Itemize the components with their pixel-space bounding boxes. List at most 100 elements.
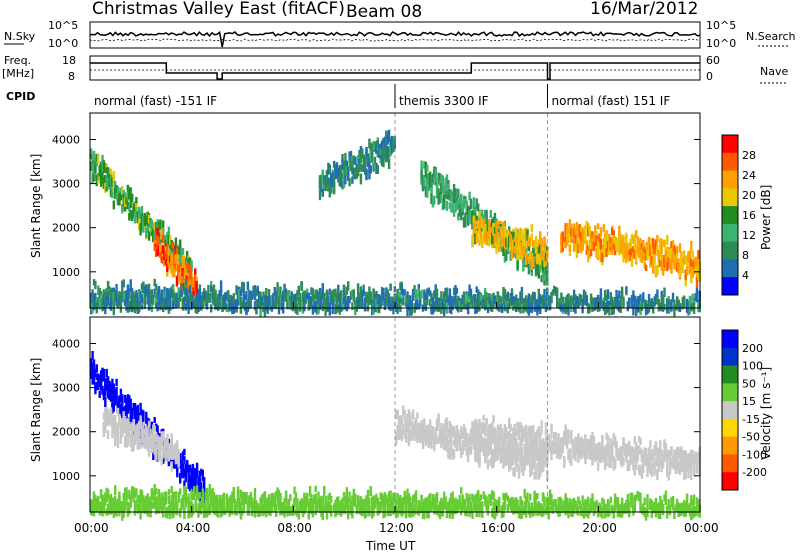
heatmap-cell [111,186,114,199]
heatmap-cell [612,243,615,250]
heatmap-cell [267,500,271,508]
heatmap-cell [491,459,494,469]
heatmap-cell [267,289,271,301]
heatmap-cell [561,439,564,447]
heatmap-cell [591,231,594,240]
heatmap-cell [681,300,684,310]
heatmap-cell [697,457,700,466]
heatmap-cell [198,491,202,499]
heatmap-cell [112,182,115,193]
heatmap-cell [155,283,158,290]
heatmap-cell [447,183,450,195]
heatmap-cell [128,212,131,221]
heatmap-cell [515,441,518,451]
heatmap-cell [382,293,385,301]
heatmap-cell [328,177,331,190]
heatmap-cell [448,448,452,460]
heatmap-cell [111,378,114,389]
heatmap-cell [428,171,432,182]
heatmap-cell [146,493,149,504]
heatmap-cell [519,238,522,247]
heatmap-cell [112,404,115,411]
heatmap-cell [605,294,608,302]
heatmap-cell [690,300,693,312]
heatmap-cell [160,300,163,307]
heatmap-cell [253,285,257,297]
heatmap-cell [447,428,450,438]
heatmap-cell [112,200,115,210]
heatmap-cell [472,215,476,224]
heatmap-cell [188,481,192,492]
heatmap-cell [214,505,217,516]
heatmap-cell [516,442,519,452]
heatmap-cell [481,436,484,448]
heatmap-cell [307,301,310,310]
heatmap-cell [106,387,110,399]
heatmap-cell [184,471,187,480]
heatmap-cell [478,447,481,458]
heatmap-cell [130,412,134,421]
heatmap-cell [619,246,622,253]
heatmap-cell [560,303,563,311]
heatmap-cell [128,403,131,412]
heatmap-cell [106,377,110,386]
heatmap-cell [676,251,679,258]
heatmap-cell [604,303,607,316]
heatmap-cell [690,240,693,251]
heatmap-cell [259,506,262,516]
heatmap-cell [632,246,635,253]
heatmap-cell [558,298,562,309]
heatmap-cell [478,211,481,218]
heatmap-cell [335,304,339,313]
heatmap-cell [626,460,629,472]
heatmap-cell [657,453,660,465]
heatmap-cell [544,429,548,436]
heatmap-cell [589,435,593,445]
heatmap-cell [668,458,672,470]
heatmap-cell [116,407,120,416]
heatmap-cell [443,186,446,199]
heatmap-cell [683,450,686,463]
heatmap-cell [595,443,598,450]
heatmap-cell [451,426,454,436]
heatmap-cell [397,430,401,440]
heatmap-cell [561,231,564,242]
heatmap-cell [584,434,587,443]
heatmap-cell [407,422,411,435]
heatmap-cell [643,299,646,308]
heatmap-cell [109,385,113,393]
heatmap-cell [539,231,542,239]
heatmap-cell [162,450,165,458]
heatmap-cell [355,163,358,172]
heatmap-cell [310,296,313,307]
heatmap-cell [101,155,104,165]
heatmap-cell [194,503,197,512]
heatmap-cell [338,175,341,187]
heatmap-cell [176,449,179,457]
heatmap-cell [372,145,375,152]
heatmap-cell [642,249,645,260]
heatmap-cell [691,266,694,279]
heatmap-cell [489,432,492,443]
nsky-label: N.Sky [4,30,36,43]
heatmap-cell [612,434,615,446]
heatmap-cell [481,218,484,229]
heatmap-cell [114,422,117,430]
heatmap-cell [461,301,464,309]
heatmap-cell [618,236,621,247]
heatmap-cell [318,179,322,190]
heatmap-cell [269,303,272,311]
heatmap-cell [568,456,572,464]
heatmap-cell [582,445,586,456]
power-ylabel: Slant Range [km] [29,154,43,258]
heatmap-cell [489,227,492,235]
heatmap-cell [601,434,604,444]
heatmap-cell [116,193,120,206]
heatmap-cell [513,302,516,309]
heatmap-cell [198,470,202,478]
colorbar-swatch [722,170,738,189]
heatmap-cell [462,217,466,228]
heatmap-cell [510,435,514,442]
heatmap-cell [163,495,166,506]
heatmap-cell [647,447,651,455]
